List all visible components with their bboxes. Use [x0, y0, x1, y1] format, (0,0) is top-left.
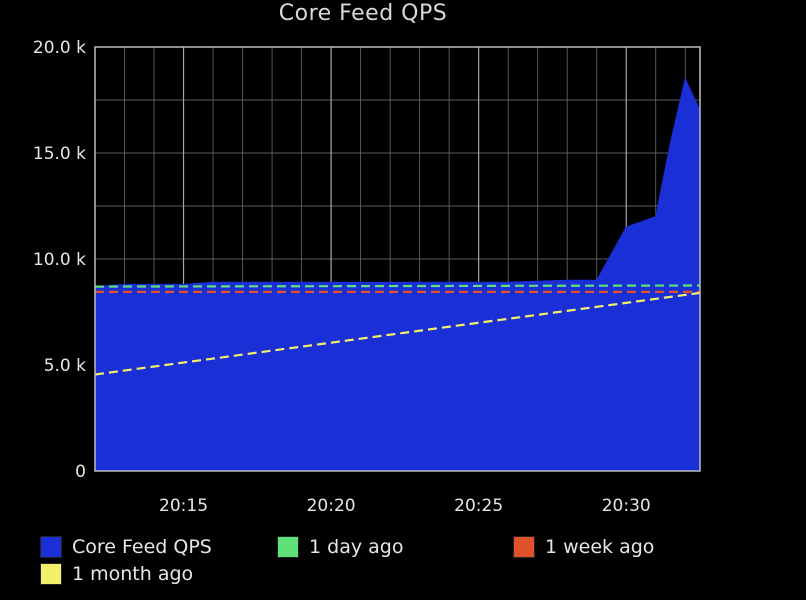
legend-label: Core Feed QPS	[72, 536, 212, 558]
series-line-3	[94, 291, 701, 376]
chart-plot: 0 5.0 k 10.0 k 15.0 k 20.0 k 20:15 20:20 20:25…	[33, 38, 701, 516]
series-line-1	[94, 284, 701, 288]
y-tick-label: 0	[75, 462, 86, 482]
legend-swatch	[40, 536, 62, 558]
legend-item-1-week-ago[interactable]: 1 week ago	[513, 536, 654, 558]
y-tick-label: 10.0 k	[33, 250, 86, 270]
series-areas	[94, 77, 701, 472]
legend-label: 1 day ago	[309, 536, 404, 558]
legend-label: 1 week ago	[545, 536, 655, 558]
x-tick-label: 20:15	[159, 496, 208, 516]
series-lines	[94, 284, 701, 376]
legend-swatch	[40, 563, 62, 585]
chart-title: Core Feed QPS	[278, 1, 448, 26]
y-axis-tick-labels: 0 5.0 k 10.0 k 15.0 k 20.0 k	[33, 38, 86, 482]
series-area-0	[94, 77, 701, 472]
x-tick-label: 20:20	[307, 496, 356, 516]
legend-swatch	[513, 536, 535, 558]
legend: Core Feed QPS 1 day ago 1 week ago 1 mon…	[0, 530, 806, 600]
legend-item-core-feed-qps[interactable]: Core Feed QPS	[40, 536, 212, 558]
legend-item-1-day-ago[interactable]: 1 day ago	[277, 536, 403, 558]
y-tick-label: 5.0 k	[44, 356, 86, 376]
legend-item-1-month-ago[interactable]: 1 month ago	[40, 563, 193, 585]
x-tick-label: 20:30	[602, 496, 651, 516]
x-tick-label: 20:25	[454, 496, 503, 516]
plot-frame	[94, 46, 701, 472]
y-tick-label: 15.0 k	[33, 144, 86, 164]
legend-label: 1 month ago	[72, 563, 194, 585]
y-tick-label: 20.0 k	[33, 38, 86, 58]
legend-swatch	[277, 536, 299, 558]
x-axis-tick-labels: 20:15 20:20 20:25 20:30	[159, 496, 651, 516]
